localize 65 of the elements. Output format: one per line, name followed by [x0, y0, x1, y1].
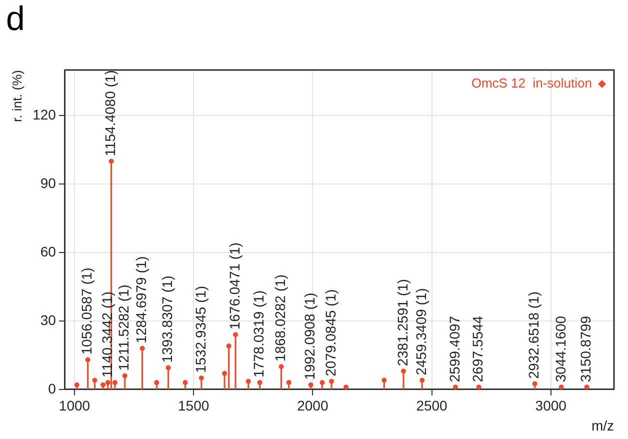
y-axis-title: r. int. (%) — [9, 70, 24, 122]
point — [154, 380, 160, 386]
point — [222, 370, 228, 376]
point — [308, 382, 314, 388]
point — [140, 346, 145, 351]
annotation: 2932.6518 (1) — [526, 292, 542, 379]
point — [166, 365, 171, 370]
point — [320, 380, 325, 386]
point — [278, 364, 284, 370]
point — [74, 382, 80, 388]
annotation: 2459.3409 (1) — [412, 288, 429, 376]
annotation: 1140.3442 (1) — [98, 291, 115, 378]
annotation: 1868.0282 (1) — [272, 274, 288, 362]
point — [92, 378, 98, 383]
annotation: 1676.0471 (1) — [226, 242, 242, 330]
annotation: 1778.0319 (1) — [250, 290, 267, 378]
point — [100, 382, 106, 388]
point — [532, 381, 538, 386]
annotation: 1284.6979 (1) — [133, 256, 150, 344]
annotation: 1211.5282 (1) — [116, 284, 132, 371]
point — [344, 384, 349, 390]
text: d — [6, 0, 25, 39]
annotation: 3150.8799 — [578, 316, 594, 382]
point — [420, 378, 425, 383]
point — [329, 378, 334, 384]
point — [108, 158, 114, 164]
annotation: 1154.4080 (1) — [102, 70, 118, 156]
x-tick-label: 3000 — [535, 398, 567, 414]
y-tick-label: 60 — [40, 243, 56, 260]
x-tick-label: 1500 — [178, 398, 210, 414]
point — [476, 384, 482, 390]
annotation: 2599.4097 — [446, 316, 462, 382]
annotation: 2079.0845 (1) — [322, 289, 338, 376]
point — [584, 384, 590, 390]
point — [182, 380, 188, 386]
point — [452, 384, 458, 390]
y-tick-label: 90 — [40, 174, 56, 191]
point — [122, 373, 128, 378]
y-tick-label: 30 — [40, 312, 56, 328]
point — [286, 380, 292, 386]
point — [198, 375, 204, 380]
annotation: 1532.9345 (1) — [192, 286, 208, 373]
annotation: 3044.1600 — [552, 316, 568, 382]
annotation: 1992.0908 (1) — [302, 292, 318, 380]
annotation: 1056.0587 (1) — [78, 268, 95, 355]
x-tick-label: 1000 — [58, 398, 90, 414]
point — [233, 332, 238, 338]
annotation: 1393.8307 (1) — [159, 276, 176, 363]
point — [382, 378, 387, 383]
y-tick-label: 0 — [48, 380, 56, 396]
point — [257, 380, 262, 386]
point — [246, 378, 251, 384]
y-tick-label: 120 — [32, 106, 56, 122]
legend-label: OmcS 12 in-solution — [471, 76, 592, 91]
point — [85, 357, 90, 362]
x-tick-label: 2500 — [416, 398, 448, 414]
x-tick-label: 2000 — [297, 398, 328, 414]
annotation: 2697.5544 — [470, 316, 486, 382]
point — [226, 344, 232, 349]
point — [400, 368, 406, 374]
point — [558, 384, 564, 390]
point — [112, 380, 118, 386]
x-axis-title: m/z — [591, 417, 614, 434]
annotation: 2381.2591 (1) — [394, 278, 410, 366]
point — [105, 380, 110, 386]
